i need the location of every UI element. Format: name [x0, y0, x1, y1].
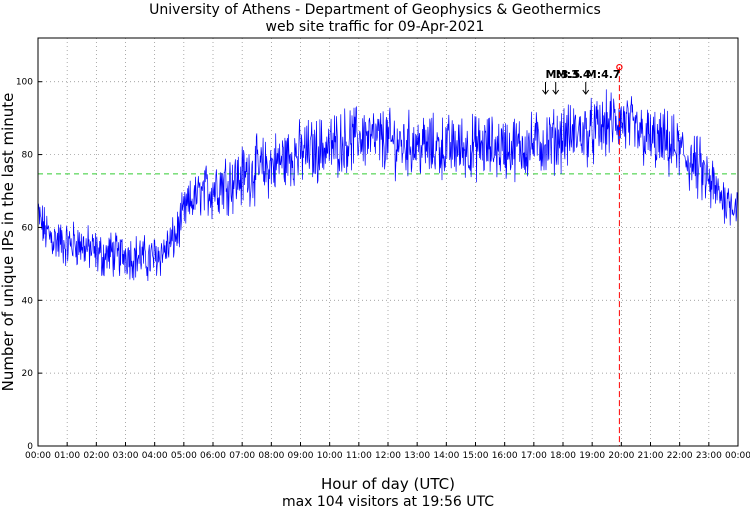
traffic-series — [37, 89, 739, 282]
y-tick-label: 80 — [22, 151, 34, 161]
x-tick-label: 09:00 — [288, 451, 314, 461]
x-tick-label: 08:00 — [258, 451, 284, 461]
x-tick-label: 23:00 — [696, 451, 722, 461]
y-axis-label: Number of unique IPs in the last minute — [0, 93, 17, 392]
x-tick-label: 14:00 — [433, 451, 459, 461]
y-tick-label: 0 — [27, 442, 33, 452]
x-tick-label: 06:00 — [200, 451, 226, 461]
y-tick-label: 100 — [16, 78, 33, 88]
x-tick-label: 07:00 — [229, 451, 255, 461]
x-tick-label: 21:00 — [638, 451, 664, 461]
x-tick-label: 20:00 — [608, 451, 634, 461]
grid-lines — [38, 38, 738, 446]
x-tick-label: 02:00 — [83, 451, 109, 461]
x-tick-label: 12:00 — [375, 451, 401, 461]
x-tick-label: 03:00 — [113, 451, 139, 461]
earthquake-arrowhead — [542, 89, 549, 95]
x-tick-label: 05:00 — [171, 451, 197, 461]
x-tick-label: 04:00 — [142, 451, 168, 461]
x-axis-ticks: 00:00 01:00 02:00 03:00 04:00 05:00 06:00 07:00… — [25, 442, 750, 461]
y-tick-label: 40 — [22, 296, 34, 306]
x-tick-label: 13:00 — [404, 451, 430, 461]
earthquake-label: M:3.5 — [546, 68, 581, 81]
x-tick-label: 17:00 — [521, 451, 547, 461]
x-tick-label: 00:00 — [25, 451, 51, 461]
earthquake-label: M:4.7 — [586, 68, 621, 81]
x-tick-label: 15:00 — [463, 451, 489, 461]
x-tick-label: 01:00 — [54, 451, 80, 461]
y-tick-label: 20 — [22, 369, 34, 379]
x-tick-label: 11:00 — [346, 451, 372, 461]
x-axis-label: Hour of day (UTC) — [321, 475, 455, 493]
max-visitors-note: max 104 visitors at 19:56 UTC — [282, 494, 494, 510]
x-tick-label: 00:00 — [725, 451, 750, 461]
earthquake-arrowhead — [552, 89, 560, 95]
earthquake-annotations: M:3.5M:3.4M:4.7 — [542, 68, 621, 95]
chart-subtitle: web site traffic for 09-Apr-2021 — [266, 19, 485, 35]
earthquake-arrowhead — [582, 89, 590, 95]
x-tick-label: 16:00 — [492, 451, 518, 461]
max-marker — [616, 63, 623, 446]
earthquake-label: M:3.4 — [556, 68, 591, 81]
max-point-marker — [616, 63, 623, 71]
y-tick-label: 60 — [22, 223, 34, 233]
chart-title: University of Athens - Department of Geo… — [149, 2, 601, 18]
x-tick-label: 10:00 — [317, 451, 343, 461]
x-tick-label: 19:00 — [579, 451, 605, 461]
x-tick-label: 18:00 — [550, 451, 576, 461]
x-tick-label: 22:00 — [667, 451, 693, 461]
traffic-line — [37, 89, 739, 282]
y-axis-ticks: 0 20 40 60 80 100 — [16, 78, 42, 452]
